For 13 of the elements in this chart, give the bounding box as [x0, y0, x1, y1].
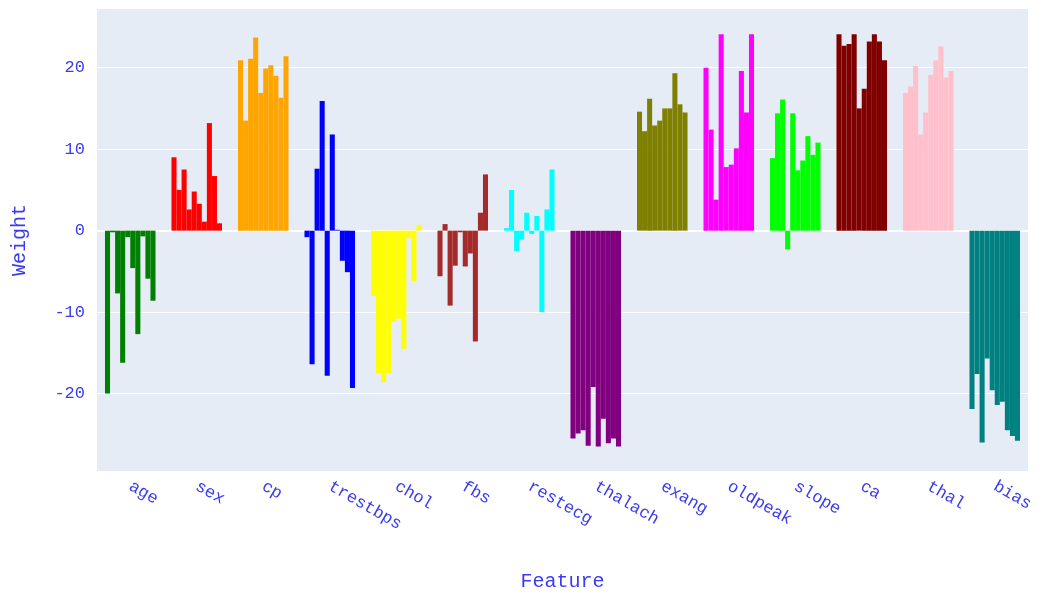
y-tick-label: -20	[54, 384, 85, 404]
y-tick-label: 0	[74, 221, 85, 241]
x-tick-label: ca	[857, 476, 885, 504]
x-axis-title: Feature	[520, 569, 605, 593]
y-tick-label: 10	[64, 139, 85, 159]
x-tick-label: sex	[192, 476, 228, 509]
y-tick-label: 20	[64, 58, 85, 78]
x-tick-label: fbs	[458, 476, 494, 509]
x-tick-label: age	[125, 476, 162, 509]
x-tick-label: thal	[923, 476, 969, 514]
y-axis-title: Weight	[7, 203, 31, 277]
y-tick-label: -10	[54, 302, 85, 322]
x-tick-label: cp	[258, 476, 286, 504]
